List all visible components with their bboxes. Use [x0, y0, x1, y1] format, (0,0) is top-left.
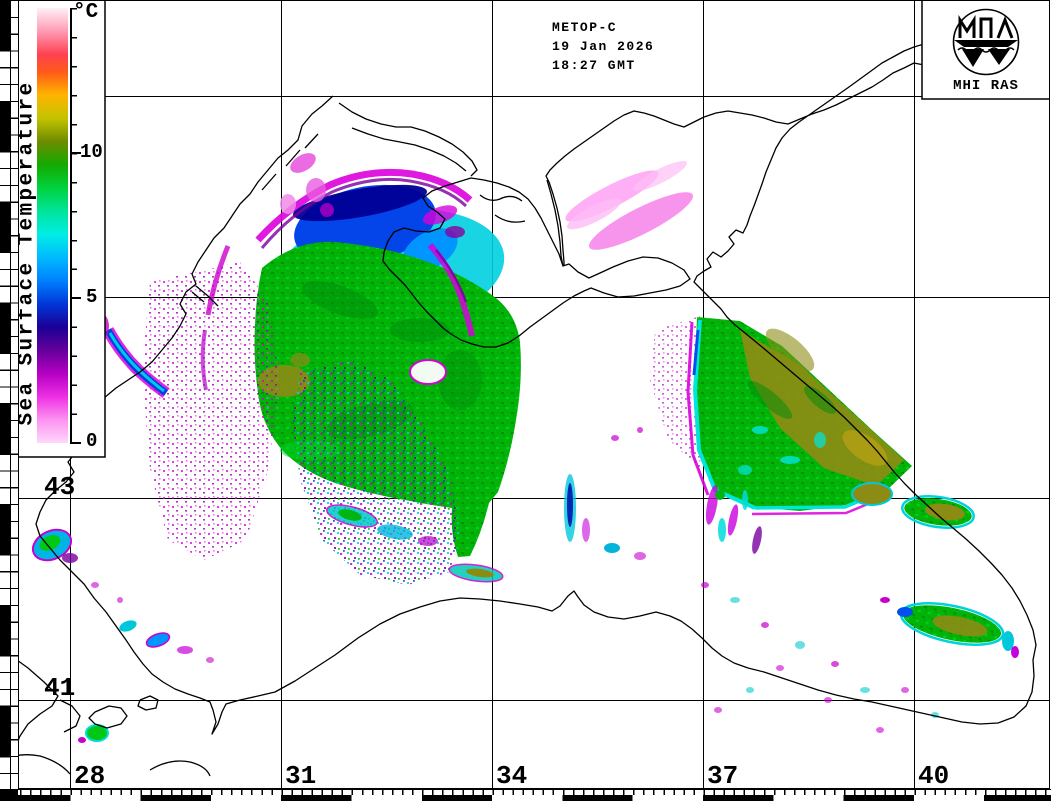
acquisition-date: 19 Jan 2026	[552, 39, 655, 54]
colorbar-minor-ticks	[72, 8, 77, 445]
ruler-corner	[0, 789, 18, 801]
satellite-name: METOP-C	[552, 20, 618, 35]
lon-label-28: 28	[74, 761, 106, 791]
latitude-ruler	[0, 0, 11, 789]
sst-field-east	[650, 316, 1019, 658]
header-block: METOP-C 19 Jan 2026 18:27 GMT	[552, 18, 654, 75]
lat-label-41: 41	[44, 673, 76, 703]
colorbar-tick-10	[72, 152, 81, 154]
logo-panel	[922, 0, 1050, 99]
lon-label-34: 34	[496, 761, 528, 791]
lon-label-31: 31	[285, 761, 317, 791]
sst-field-west	[91, 153, 521, 585]
latitude-ruler-cells	[11, 0, 19, 789]
organization-label: MHI RAS	[953, 78, 1019, 94]
colorbar-axis	[70, 8, 72, 444]
colorbar-title: Sea Surface Temperature	[15, 80, 39, 426]
acquisition-time: 18:27 GMT	[552, 58, 636, 73]
colorbar-tick-5	[72, 297, 81, 299]
lon-label-40: 40	[918, 761, 950, 791]
colorbar-tick-0	[72, 442, 81, 444]
longitude-ruler-blocks	[0, 795, 1051, 801]
coast-crimea	[382, 177, 691, 348]
coast-dnieper-bank	[351, 127, 467, 172]
coast-sivash	[479, 194, 523, 202]
coast-main	[35, 43, 1037, 735]
lat-label-43: 43	[44, 472, 76, 502]
mhi-ras-logo-icon	[952, 8, 1020, 76]
colorbar-label-0: 0	[86, 430, 98, 452]
colorbar-unit: °C	[73, 1, 99, 24]
longitude-ruler-cells	[0, 789, 1051, 795]
colorbar-gradient	[37, 8, 68, 443]
lon-label-37: 37	[707, 761, 739, 791]
coast-arabat-spit	[546, 179, 564, 267]
coast-dnieper-estuary	[338, 102, 478, 177]
sst-scattered-patches	[31, 25, 1041, 743]
colorbar-label-10: 10	[80, 141, 103, 163]
longitude-ruler	[0, 789, 1051, 801]
colorbar-label-5: 5	[86, 286, 98, 308]
sst-field-azov-clouds	[565, 161, 694, 250]
